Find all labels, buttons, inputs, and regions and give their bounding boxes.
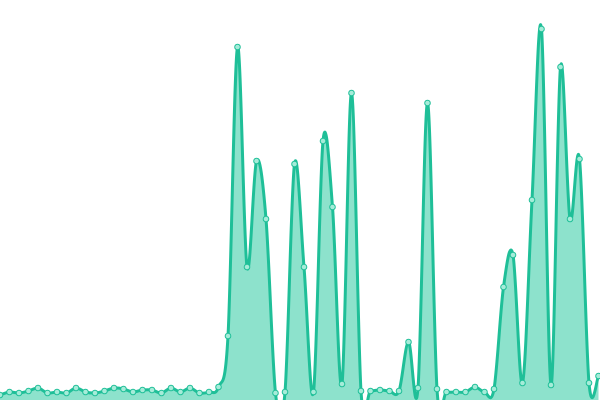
point bbox=[557, 63, 564, 71]
point bbox=[443, 388, 450, 396]
point bbox=[376, 386, 384, 394]
point bbox=[310, 388, 317, 396]
point bbox=[576, 155, 583, 163]
point bbox=[196, 389, 203, 397]
point bbox=[186, 384, 194, 392]
point bbox=[177, 388, 184, 396]
point bbox=[585, 379, 593, 387]
point bbox=[281, 388, 289, 396]
point bbox=[15, 389, 23, 397]
point bbox=[395, 387, 403, 395]
point bbox=[490, 385, 498, 393]
point bbox=[509, 251, 517, 259]
point bbox=[291, 160, 298, 168]
point bbox=[243, 263, 251, 271]
point bbox=[148, 386, 156, 394]
point bbox=[595, 372, 600, 380]
point bbox=[538, 25, 545, 33]
point bbox=[300, 263, 308, 271]
point bbox=[424, 99, 431, 107]
point bbox=[205, 388, 213, 396]
point bbox=[34, 384, 42, 392]
point bbox=[72, 384, 80, 392]
point bbox=[101, 387, 108, 395]
point bbox=[53, 388, 61, 396]
point bbox=[329, 203, 336, 211]
point bbox=[547, 381, 555, 389]
point bbox=[44, 389, 51, 397]
point bbox=[234, 43, 241, 51]
point bbox=[566, 215, 574, 223]
point bbox=[91, 389, 99, 397]
point bbox=[471, 383, 479, 391]
point bbox=[405, 338, 412, 346]
point bbox=[82, 388, 89, 396]
point bbox=[367, 387, 374, 395]
point bbox=[272, 389, 279, 397]
point bbox=[452, 388, 460, 396]
point bbox=[253, 157, 260, 165]
point bbox=[528, 196, 536, 204]
point bbox=[120, 385, 127, 393]
point bbox=[215, 383, 222, 391]
point bbox=[158, 389, 165, 397]
point bbox=[414, 384, 422, 392]
point bbox=[386, 387, 393, 395]
point bbox=[167, 384, 175, 392]
point bbox=[481, 388, 488, 396]
point bbox=[25, 387, 32, 395]
point bbox=[63, 389, 70, 397]
point bbox=[319, 137, 327, 145]
point bbox=[110, 384, 118, 392]
point bbox=[462, 388, 469, 396]
point bbox=[6, 388, 13, 396]
point bbox=[262, 215, 270, 223]
point bbox=[519, 379, 526, 387]
point bbox=[500, 283, 507, 291]
point bbox=[357, 387, 365, 395]
point bbox=[224, 332, 232, 340]
point bbox=[338, 380, 346, 388]
point bbox=[348, 89, 355, 97]
point bbox=[433, 385, 441, 393]
point bbox=[0, 391, 4, 399]
point bbox=[129, 388, 137, 396]
point bbox=[139, 386, 146, 394]
